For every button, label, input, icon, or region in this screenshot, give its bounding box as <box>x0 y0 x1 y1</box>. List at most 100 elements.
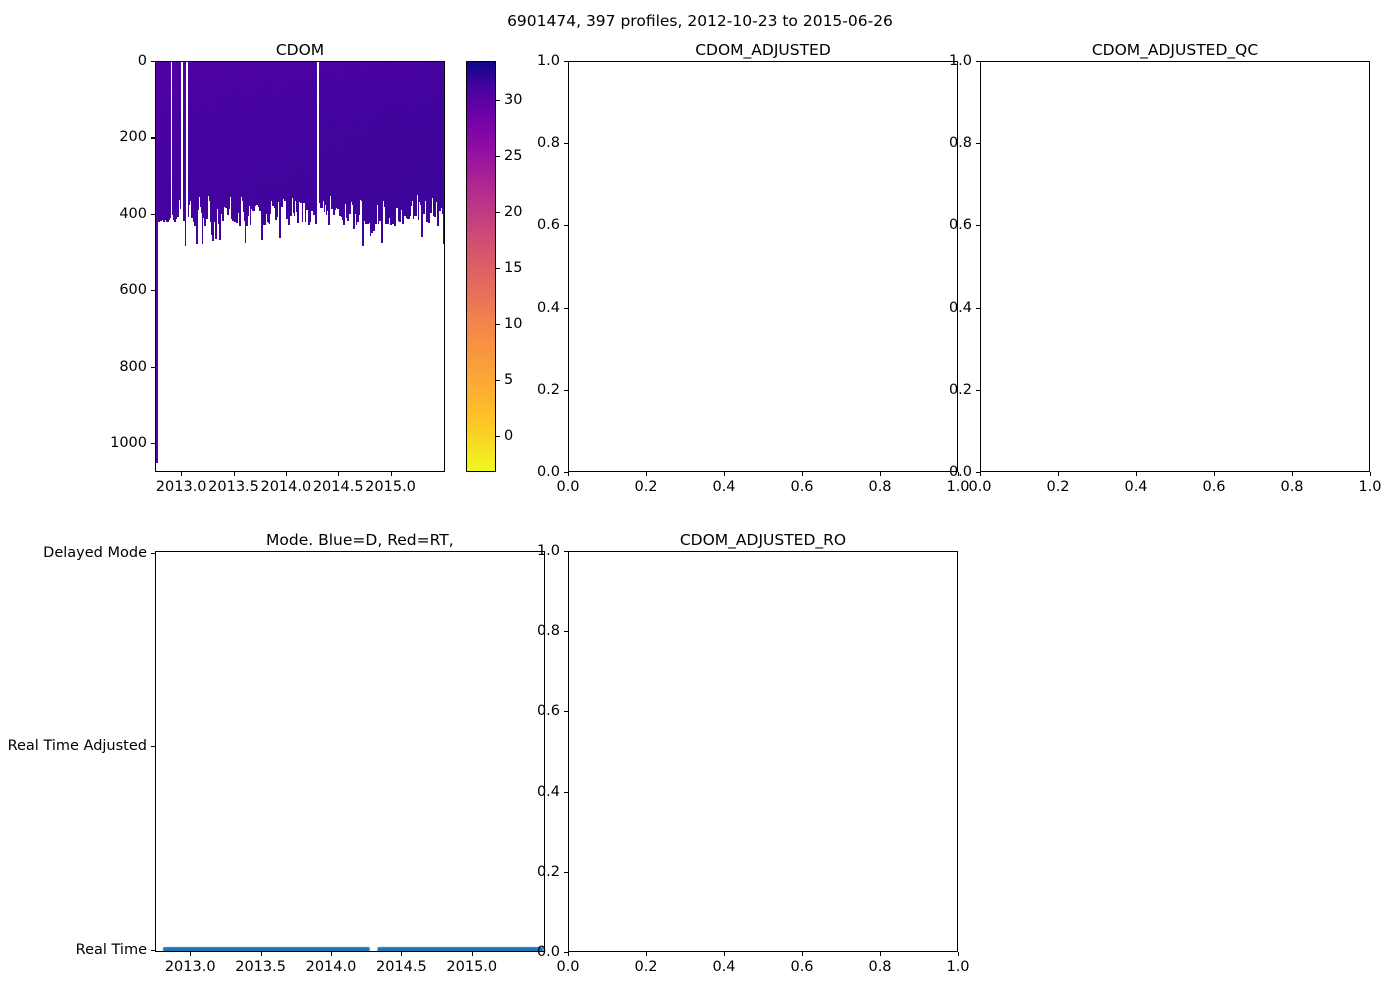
axis-tick-mark <box>471 952 473 956</box>
mode-x-tick-label: 2013.5 <box>235 959 286 975</box>
axis-tick-mark <box>724 472 726 476</box>
axis-tick-mark <box>976 389 980 391</box>
colorbar-tick-label: 10 <box>504 316 523 333</box>
axis-tick-mark <box>976 472 980 474</box>
mode-series-real-time <box>156 552 544 951</box>
cdom_adjusted-x-tick-label: 1.0 <box>946 479 970 495</box>
panel-title-cdom: CDOM <box>275 41 325 59</box>
axes-cdom-adjusted-ro[interactable] <box>568 551 958 952</box>
mode-x-tick-label: 2014.0 <box>305 959 357 975</box>
cdom_adjusted_ro-x-tick-label: 0.4 <box>712 959 736 975</box>
axis-tick-mark <box>976 307 980 309</box>
axis-tick-mark <box>880 952 882 956</box>
cdom-y-tick-label: 200 <box>119 129 147 146</box>
axis-tick-mark <box>564 551 568 553</box>
axis-tick-mark <box>976 61 980 63</box>
axis-tick-mark <box>496 212 500 214</box>
cdom-y-tick-label: 800 <box>119 358 147 375</box>
cdom_adjusted_ro-x-tick-label: 0.0 <box>556 959 580 975</box>
colorbar-tick-label: 30 <box>504 92 523 109</box>
colorbar-tick-label: 25 <box>504 148 523 165</box>
cdom_adjusted_qc-x-tick-label: 0.4 <box>1124 479 1148 495</box>
axis-tick-mark <box>496 156 500 158</box>
axis-tick-mark <box>564 631 568 633</box>
mode-x-tick-label: 2014.5 <box>376 959 427 975</box>
axis-tick-mark <box>958 472 960 476</box>
cdom_adjusted_ro-y-tick-label: 0.4 <box>536 783 560 800</box>
axis-tick-mark <box>151 366 155 368</box>
cdom_adjusted-y-tick-label: 0.2 <box>536 381 560 398</box>
axis-tick-mark <box>338 472 340 476</box>
axes-cdom-adjusted-qc[interactable] <box>980 61 1370 472</box>
colorbar-tick-label: 20 <box>504 204 523 221</box>
figure-suptitle: 6901474, 397 profiles, 2012-10-23 to 201… <box>507 12 893 30</box>
cdom_adjusted_ro-y-tick-label: 0.2 <box>536 863 560 880</box>
cdom_adjusted_ro-y-tick-label: 0.6 <box>536 703 560 720</box>
axis-tick-mark <box>980 472 982 476</box>
axis-tick-mark <box>496 100 500 102</box>
axis-tick-mark <box>496 380 500 382</box>
axis-tick-mark <box>564 225 568 227</box>
axis-tick-mark <box>151 137 155 139</box>
panel-title-cdom-adjusted: CDOM_ADJUSTED <box>695 41 831 59</box>
cdom_adjusted-x-tick-label: 0.4 <box>712 479 736 495</box>
axis-tick-mark <box>151 290 155 292</box>
cdom_adjusted_ro-x-tick-label: 1.0 <box>946 959 970 975</box>
cdom_adjusted-x-tick-label: 0.6 <box>790 479 814 495</box>
colorbar-tick-label: 0 <box>504 428 514 445</box>
axis-tick-mark <box>568 952 570 956</box>
cdom-x-tick-label: 2013.5 <box>208 479 259 495</box>
axis-tick-mark <box>496 436 500 438</box>
axes-mode[interactable] <box>155 551 545 952</box>
axis-tick-mark <box>330 952 333 956</box>
axes-cdom-adjusted[interactable] <box>568 61 958 472</box>
cdom_adjusted-x-tick-label: 0.8 <box>868 479 892 495</box>
cdom_adjusted_ro-x-tick-label: 0.8 <box>868 959 892 975</box>
axis-tick-mark <box>976 143 980 145</box>
mode-y-tick-label: Real Time Adjusted <box>7 738 147 755</box>
panel-title-cdom-adjusted-ro: CDOM_ADJUSTED_RO <box>679 531 847 549</box>
axis-tick-mark <box>724 952 726 956</box>
cdom_adjusted-y-tick-label: 0.8 <box>536 135 560 152</box>
axis-tick-mark <box>151 443 155 445</box>
axis-tick-mark <box>496 324 500 326</box>
axes-cdom[interactable] <box>155 61 445 472</box>
cdom-x-tick-label: 2015.0 <box>365 479 416 495</box>
mode-x-tick-label: 2013.0 <box>164 959 216 975</box>
axis-tick-mark <box>390 472 392 476</box>
colorbar-tick-label: 5 <box>504 372 514 389</box>
axis-tick-mark <box>151 61 155 63</box>
axis-tick-mark <box>1058 472 1060 476</box>
axis-tick-mark <box>564 389 568 391</box>
cdom_adjusted_ro-y-tick-label: 0.8 <box>536 623 560 640</box>
axis-tick-mark <box>880 472 882 476</box>
cdom_adjusted_qc-x-tick-label: 0.2 <box>1046 479 1070 495</box>
axis-tick-mark <box>1292 472 1294 476</box>
colorbar[interactable] <box>466 61 496 472</box>
cdom-heatmap <box>156 62 444 471</box>
cdom-y-tick-label: 1000 <box>110 435 147 452</box>
cdom_adjusted_qc-y-tick-label: 0.6 <box>948 217 972 234</box>
cdom_adjusted_qc-x-tick-label: 0.6 <box>1202 479 1226 495</box>
axis-tick-mark <box>646 472 648 476</box>
cdom_adjusted_qc-x-tick-label: 1.0 <box>1358 479 1382 495</box>
axis-tick-mark <box>285 472 287 476</box>
axis-tick-mark <box>564 472 568 474</box>
cdom_adjusted_qc-x-tick-label: 0.8 <box>1280 479 1304 495</box>
cdom-x-tick-label: 2013.0 <box>155 479 207 495</box>
axis-tick-mark <box>564 871 568 873</box>
cdom_adjusted_qc-y-tick-label: 0.4 <box>948 299 972 316</box>
axis-tick-mark <box>802 952 804 956</box>
mode-x-tick-label: 2015.0 <box>446 959 498 975</box>
cdom_adjusted_qc-y-tick-label: 1.0 <box>948 53 972 69</box>
axis-tick-mark <box>646 952 648 956</box>
mode-y-tick-label: Delayed Mode <box>43 545 147 561</box>
axis-tick-mark <box>802 472 804 476</box>
axis-tick-mark <box>564 952 568 954</box>
cdom-y-tick-label: 400 <box>119 205 147 222</box>
cdom-x-tick-label: 2014.5 <box>312 479 364 495</box>
cdom_adjusted_qc-y-tick-label: 0.8 <box>948 135 972 152</box>
cdom_adjusted-y-tick-label: 0.6 <box>536 217 560 234</box>
colorbar-tick-label: 15 <box>504 260 523 277</box>
